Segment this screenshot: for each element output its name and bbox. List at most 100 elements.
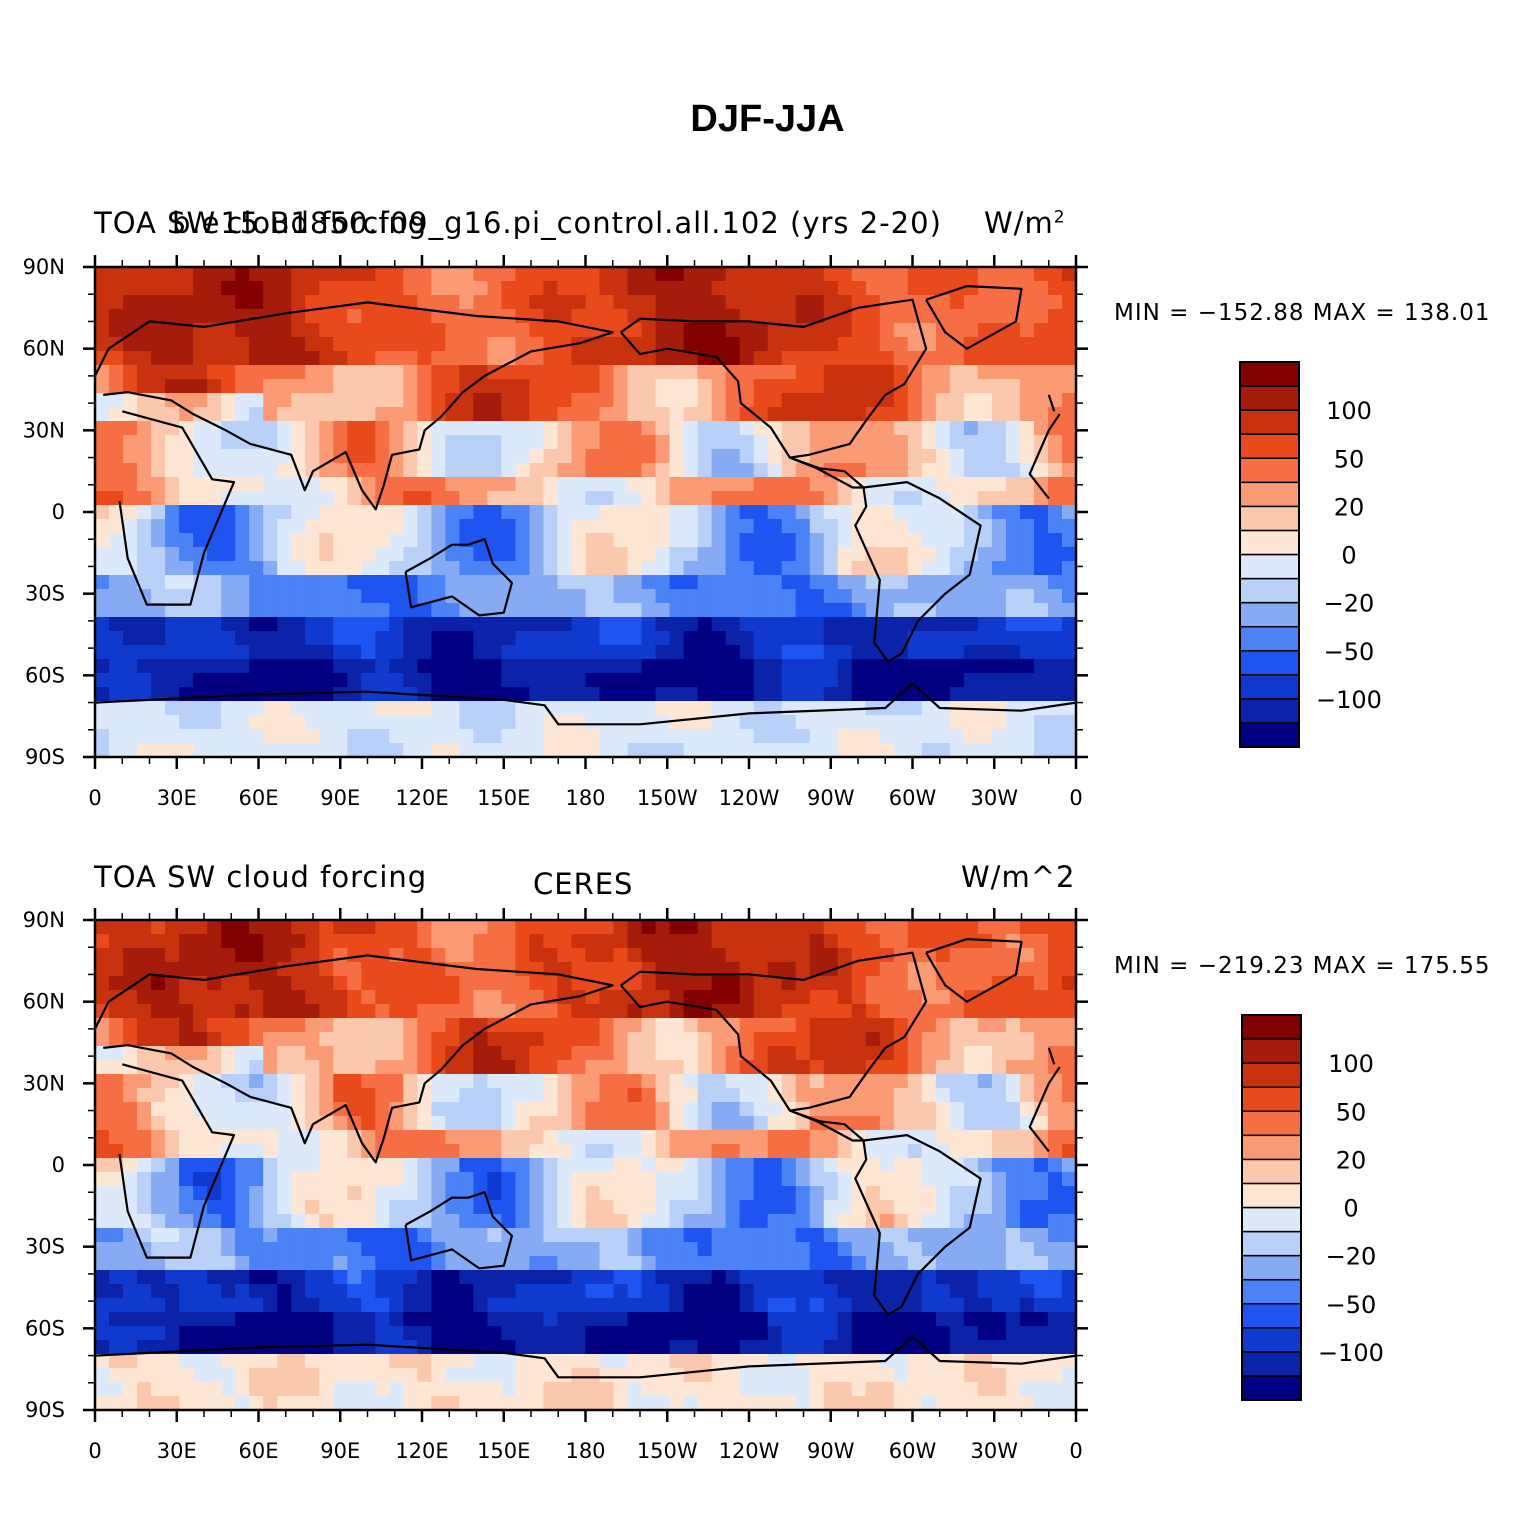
field-cell	[151, 962, 166, 977]
field-cell	[417, 449, 432, 464]
field-cell	[809, 1200, 825, 1215]
field-cell	[907, 533, 923, 548]
field-cell	[417, 267, 432, 282]
field-cell	[375, 1312, 390, 1327]
colorbar-tick-label: 20	[1334, 493, 1365, 521]
field-cell	[767, 1200, 783, 1215]
field-cell	[123, 715, 138, 730]
field-cell	[179, 1270, 194, 1285]
field-cell	[151, 337, 166, 352]
colorbar-tick-label: −20	[1324, 590, 1375, 618]
field-cell	[207, 701, 222, 716]
field-cell	[627, 435, 643, 450]
field-cell	[809, 1312, 825, 1327]
field-cell	[151, 281, 166, 296]
field-cell	[333, 920, 348, 935]
field-cell	[949, 561, 965, 576]
field-cell	[767, 519, 783, 534]
field-cell	[501, 575, 517, 590]
field-cell	[263, 701, 278, 716]
field-cell	[627, 1284, 643, 1299]
field-cell	[431, 351, 446, 366]
field-cell	[221, 1116, 236, 1131]
field-cell	[907, 1298, 923, 1313]
field-cell	[571, 1088, 587, 1103]
field-cell	[613, 1172, 629, 1187]
field-cell	[263, 323, 278, 338]
field-cell	[949, 659, 965, 674]
field-cell	[123, 1228, 138, 1243]
field-cell	[193, 1284, 208, 1299]
field-cell	[585, 1088, 601, 1103]
field-cell	[389, 1004, 404, 1019]
field-cell	[487, 701, 503, 716]
field-cell	[109, 729, 124, 744]
field-cell	[263, 715, 278, 730]
field-cell	[711, 1214, 727, 1229]
field-cell	[249, 309, 264, 324]
field-cell	[445, 365, 460, 380]
field-cell	[445, 421, 460, 436]
field-cell	[809, 673, 825, 688]
field-cell	[165, 920, 180, 935]
field-cell	[655, 1102, 671, 1117]
field-cell	[683, 1004, 699, 1019]
field-cell	[403, 1130, 418, 1145]
field-cell	[879, 281, 895, 296]
field-cell	[753, 1228, 769, 1243]
field-cell	[1047, 659, 1063, 674]
field-cell	[375, 351, 390, 366]
field-cell	[711, 1088, 727, 1103]
field-cell	[977, 701, 993, 716]
field-cell	[361, 1256, 376, 1271]
field-cell	[879, 715, 895, 730]
field-cell	[249, 575, 264, 590]
field-cell	[823, 1158, 839, 1173]
field-cell	[949, 407, 965, 422]
field-cell	[95, 561, 110, 576]
field-cell	[627, 1312, 643, 1327]
field-cell	[291, 407, 306, 422]
field-cell	[445, 743, 460, 758]
field-cell	[123, 267, 138, 282]
field-cell	[221, 631, 236, 646]
field-cell	[767, 337, 783, 352]
field-cell	[781, 715, 797, 730]
field-cell	[711, 673, 727, 688]
field-cell	[851, 1144, 867, 1159]
field-cell	[627, 1270, 643, 1285]
field-cell	[221, 337, 236, 352]
field-cell	[1061, 1144, 1077, 1159]
field-cell	[1061, 463, 1077, 478]
field-cell	[851, 1116, 867, 1131]
field-cell	[557, 743, 573, 758]
field-cell	[95, 1242, 110, 1257]
field-cell	[627, 1032, 643, 1047]
field-cell	[515, 603, 531, 618]
field-cell	[837, 659, 853, 674]
field-cell	[963, 1312, 979, 1327]
field-cell	[683, 1186, 699, 1201]
field-cell	[893, 323, 909, 338]
field-cell	[1005, 1270, 1021, 1285]
field-cell	[767, 477, 783, 492]
field-cell	[1019, 1172, 1035, 1187]
field-cell	[613, 1144, 629, 1159]
field-cell	[753, 505, 769, 520]
field-cell	[809, 365, 825, 380]
field-cell	[655, 393, 671, 408]
field-cell	[725, 295, 741, 310]
field-cell	[137, 365, 152, 380]
field-cell	[613, 463, 629, 478]
field-cell	[291, 547, 306, 562]
field-cell	[585, 948, 601, 963]
field-cell	[109, 1144, 124, 1159]
field-cell	[305, 631, 320, 646]
lon-tick-label: 0	[1069, 786, 1082, 810]
field-cell	[571, 1242, 587, 1257]
field-cell	[949, 1368, 965, 1383]
field-cell	[585, 962, 601, 977]
field-cell	[263, 1186, 278, 1201]
field-cell	[809, 948, 825, 963]
field-cell	[879, 1354, 895, 1369]
